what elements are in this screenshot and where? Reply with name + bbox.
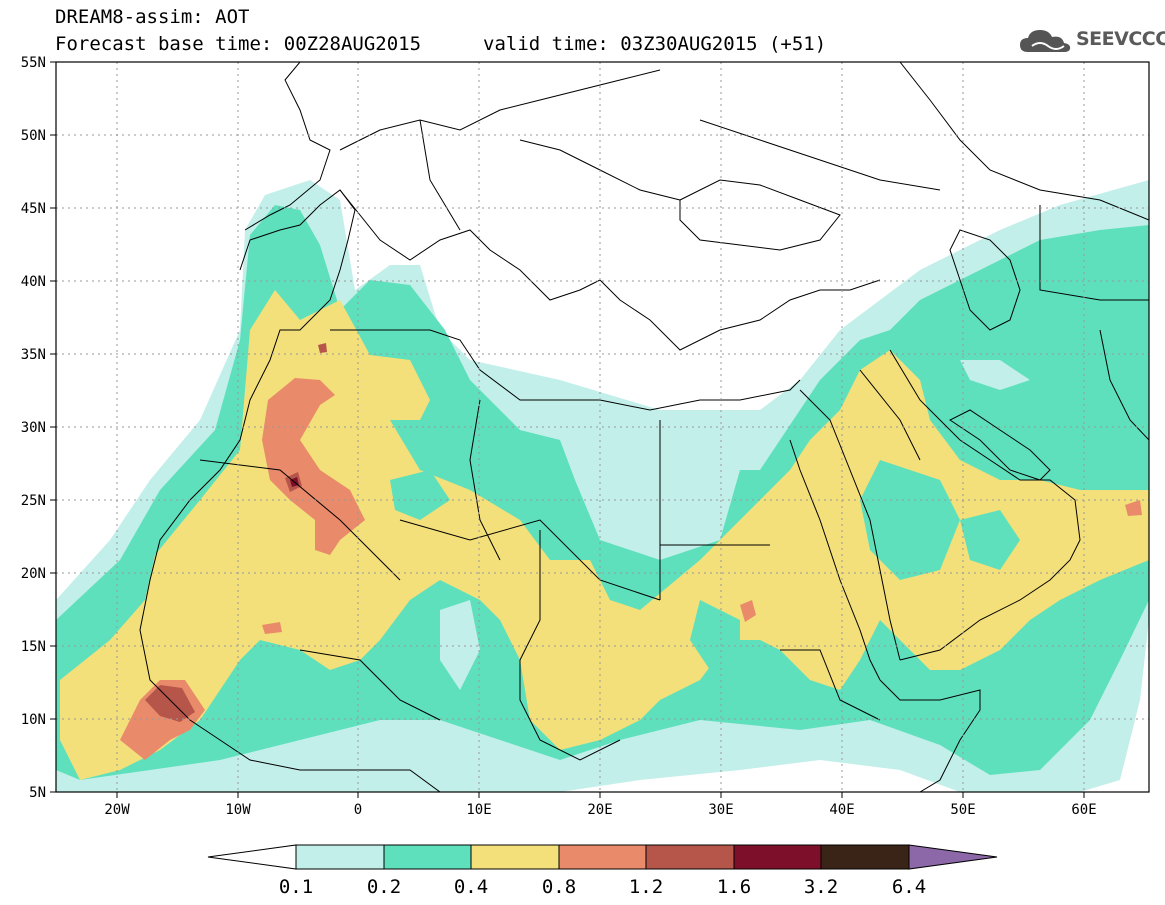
colorbar-bin <box>470 844 560 870</box>
colorbar-label: 0.2 <box>367 876 401 898</box>
lon-label: 20W <box>104 802 130 818</box>
colorbar-bin <box>820 844 910 870</box>
aot-green-islands <box>390 460 1020 670</box>
map-title: DREAM8-assim: AOT <box>55 6 250 28</box>
lat-label: 15N <box>21 639 46 655</box>
lat-label: 50N <box>21 128 46 144</box>
lat-label: 25N <box>21 493 46 509</box>
colorbar-bin <box>558 844 647 870</box>
map-area <box>56 62 1149 792</box>
colorbar-bin <box>295 844 385 870</box>
lon-label: 10E <box>466 802 491 818</box>
colorbar-high-arrow <box>908 844 998 870</box>
aot-band-0.4-0.8 <box>60 290 1149 780</box>
colorbar-label: 1.6 <box>717 876 751 898</box>
colorbar-label: 0.1 <box>279 876 313 898</box>
colorbar-label: 6.4 <box>892 876 926 898</box>
longitude-labels: 20W 10W 0 10E 20E 30E 40E 50E 60E <box>104 802 1096 818</box>
lon-label: 30E <box>708 802 733 818</box>
lat-label: 5N <box>29 785 46 801</box>
logo-text: SEEVCCC <box>1076 28 1165 50</box>
colorbar-bin <box>645 844 735 870</box>
colorbar-label: 1.2 <box>629 876 663 898</box>
colorbar-labels: 0.1 0.2 0.4 0.8 1.2 1.6 3.2 6.4 <box>279 876 926 898</box>
colorbar-label: 0.8 <box>542 876 576 898</box>
lat-label: 40N <box>21 274 46 290</box>
colorbar <box>207 844 998 870</box>
lon-label: 40E <box>829 802 854 818</box>
lat-label: 20N <box>21 566 46 582</box>
colorbar-label: 0.4 <box>454 876 488 898</box>
lon-label: 20E <box>587 802 612 818</box>
cloud-icon <box>1020 30 1071 52</box>
colorbar-bin <box>733 844 822 870</box>
map-grid <box>56 62 1149 792</box>
colorbar-low-arrow <box>207 844 297 870</box>
lon-label: 0 <box>354 802 362 818</box>
forecast-base-time: Forecast base time: 00Z28AUG2015 <box>55 33 422 55</box>
colorbar-label: 3.2 <box>804 876 838 898</box>
lon-label: 10W <box>225 802 251 818</box>
colorbar-bin <box>383 844 472 870</box>
lat-label: 45N <box>21 201 46 217</box>
lon-label: 60E <box>1071 802 1096 818</box>
lat-label: 10N <box>21 712 46 728</box>
lat-label: 35N <box>21 347 46 363</box>
lat-label: 55N <box>21 55 46 71</box>
valid-time: valid time: 03Z30AUG2015 (+51) <box>483 33 827 55</box>
lon-label: 50E <box>950 802 975 818</box>
seevccc-logo: SEEVCCC <box>1018 26 1165 56</box>
latitude-labels: 55N 50N 45N 40N 35N 30N 25N 20N 15N 10N … <box>21 55 46 801</box>
lat-label: 30N <box>21 420 46 436</box>
axis-ticks <box>50 61 1085 798</box>
